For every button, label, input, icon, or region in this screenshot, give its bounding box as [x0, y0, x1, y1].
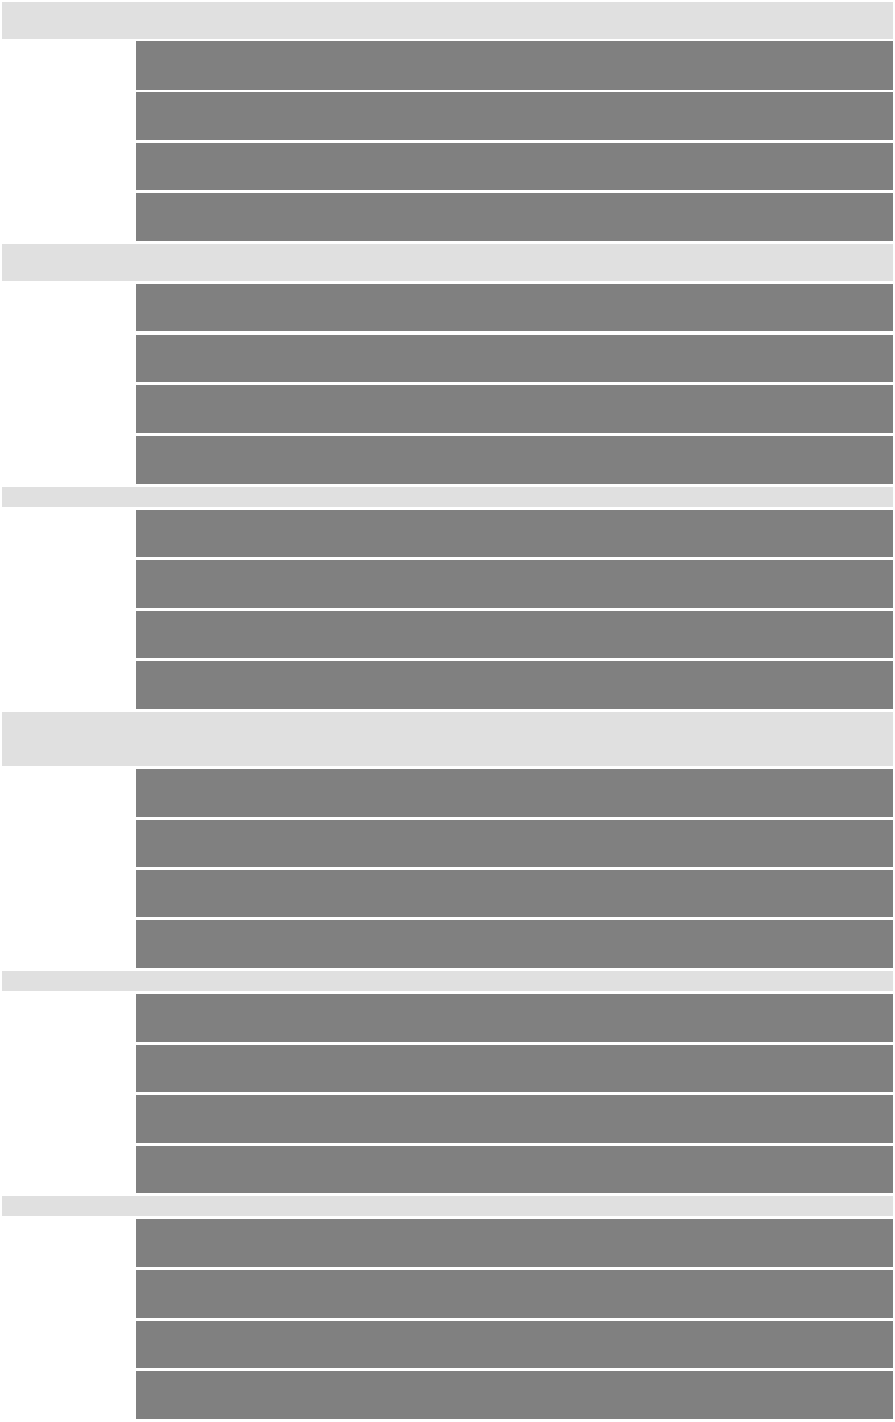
section-header[interactable]	[2, 244, 893, 281]
list-row[interactable]	[136, 335, 893, 382]
list-row[interactable]	[136, 920, 893, 968]
list-row[interactable]	[136, 661, 893, 709]
section-header[interactable]	[2, 1196, 893, 1216]
list-row[interactable]	[136, 385, 893, 433]
list-row[interactable]	[136, 560, 893, 608]
list-row[interactable]	[136, 994, 893, 1042]
list-row[interactable]	[136, 193, 893, 241]
list-row[interactable]	[136, 1270, 893, 1318]
list-row[interactable]	[136, 870, 893, 917]
section-header[interactable]	[2, 712, 893, 766]
section-header[interactable]	[2, 971, 893, 991]
section-header[interactable]	[2, 487, 893, 507]
list-row[interactable]	[136, 436, 893, 484]
list-row[interactable]	[136, 769, 893, 817]
list-row[interactable]	[136, 284, 893, 331]
section-header[interactable]	[2, 2, 893, 39]
list-row[interactable]	[136, 1045, 893, 1092]
list-row[interactable]	[136, 1321, 893, 1368]
list-row[interactable]	[136, 92, 893, 140]
list-row[interactable]	[136, 510, 893, 557]
list-row[interactable]	[136, 820, 893, 867]
list-row[interactable]	[136, 1146, 893, 1193]
list-row[interactable]	[136, 1371, 893, 1419]
list-row[interactable]	[136, 611, 893, 658]
list-row[interactable]	[136, 1095, 893, 1143]
list-row[interactable]	[136, 1219, 893, 1267]
list-row[interactable]	[136, 41, 893, 90]
list-row[interactable]	[136, 143, 893, 190]
